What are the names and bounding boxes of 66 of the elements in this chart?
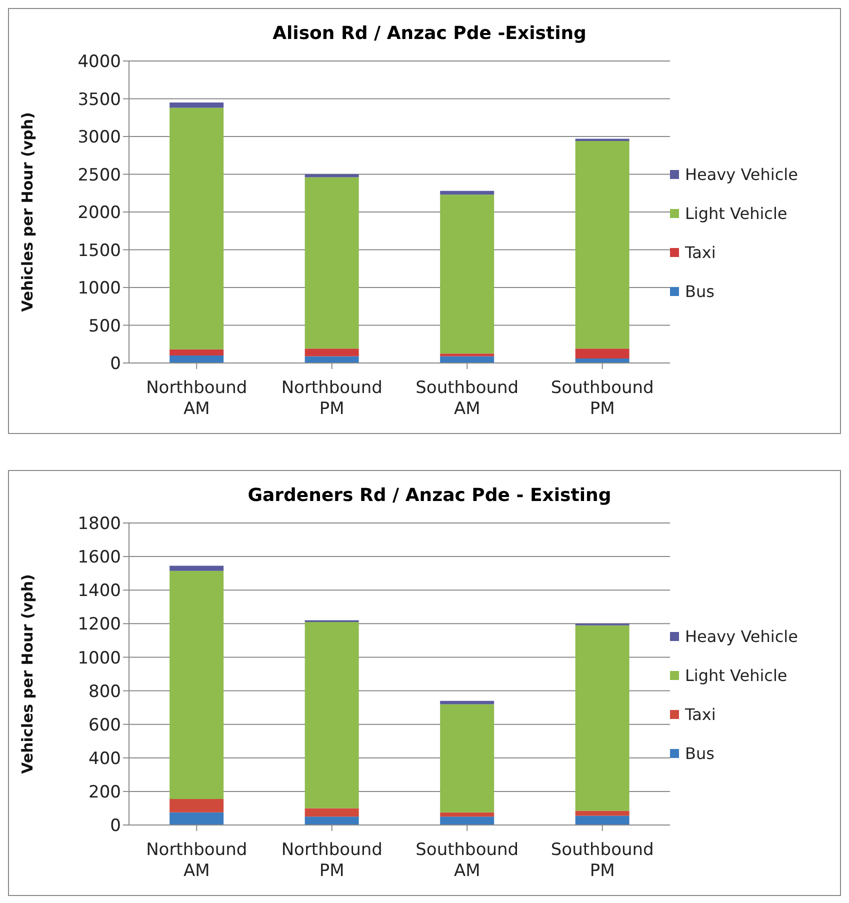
y-tick-label: 1000: [78, 648, 121, 668]
bar: [170, 570, 224, 799]
chart-title: Alison Rd / Anzac Pde -Existing: [272, 22, 588, 46]
y-tick-label: 0: [110, 816, 121, 836]
legend-label: Heavy Vehicle: [685, 627, 798, 646]
bar: [170, 798, 224, 812]
bar: [170, 355, 224, 363]
bar: [575, 625, 630, 811]
y-tick-label: 3500: [78, 90, 121, 110]
y-tick-label: 2000: [78, 203, 121, 224]
legend-label: Heavy Vehicle: [685, 165, 798, 184]
x-tick-label: Northbound PM: [281, 378, 382, 419]
bar: [440, 816, 494, 825]
bar: [575, 141, 630, 349]
chart-title: Gardeners Rd / Anzac Pde - Existing: [246, 484, 612, 508]
y-tick-label: 1800: [78, 514, 121, 534]
bar: [170, 102, 224, 108]
y-tick-label: 200: [88, 782, 121, 802]
bar: [170, 812, 224, 825]
legend-label: Taxi: [685, 243, 716, 262]
y-tick-label: 2500: [78, 165, 121, 186]
y-tick-label: 500: [88, 316, 121, 336]
x-tick-label: Southbound PM: [550, 840, 654, 881]
bar: [440, 194, 494, 354]
y-tick-label: 1600: [78, 548, 121, 568]
legend-label: Light Vehicle: [685, 666, 788, 685]
bar: [440, 190, 494, 195]
bar: [170, 108, 224, 350]
y-tick-label: 4000: [78, 52, 121, 72]
x-tick-label: Southbound PM: [550, 378, 654, 419]
bar: [304, 177, 359, 349]
bar: [440, 354, 494, 356]
y-tick-label: 1000: [78, 278, 121, 299]
x-tick-label: Northbound AM: [146, 378, 248, 419]
bar: [575, 816, 630, 825]
legend-label: Bus: [685, 744, 714, 763]
bar: [304, 174, 359, 178]
bar: [304, 808, 359, 817]
x-tick-label: Southbound AM: [416, 378, 519, 419]
y-tick-label: 1500: [78, 240, 121, 261]
bar: [304, 622, 359, 808]
bar: [575, 810, 630, 816]
y-tick-label: 1400: [78, 581, 121, 602]
y-tick-label: 800: [88, 682, 121, 702]
bar: [304, 348, 359, 356]
y-tick-label: 3000: [78, 128, 121, 148]
legend-label: Light Vehicle: [685, 204, 788, 223]
y-tick-label: 0: [110, 354, 121, 374]
bar: [440, 356, 494, 363]
bar: [440, 704, 494, 812]
bar: [304, 816, 359, 825]
legend-label: Taxi: [685, 705, 716, 724]
bar: [304, 356, 359, 363]
x-tick-label: Northbound AM: [146, 840, 248, 881]
y-tick-label: 400: [88, 748, 121, 769]
legend-label: Bus: [685, 282, 714, 301]
x-tick-label: Northbound PM: [281, 840, 382, 881]
y-tick-label: 1200: [78, 614, 121, 635]
bar: [575, 348, 630, 358]
x-tick-label: Southbound AM: [416, 840, 519, 881]
bar: [170, 566, 224, 571]
y-tick-label: 600: [88, 715, 121, 736]
bar: [440, 812, 494, 817]
y-axis-title: Vehicles per Hour (vph): [18, 112, 36, 312]
y-axis-title: Vehicles per Hour (vph): [18, 574, 36, 774]
bar: [170, 349, 224, 356]
